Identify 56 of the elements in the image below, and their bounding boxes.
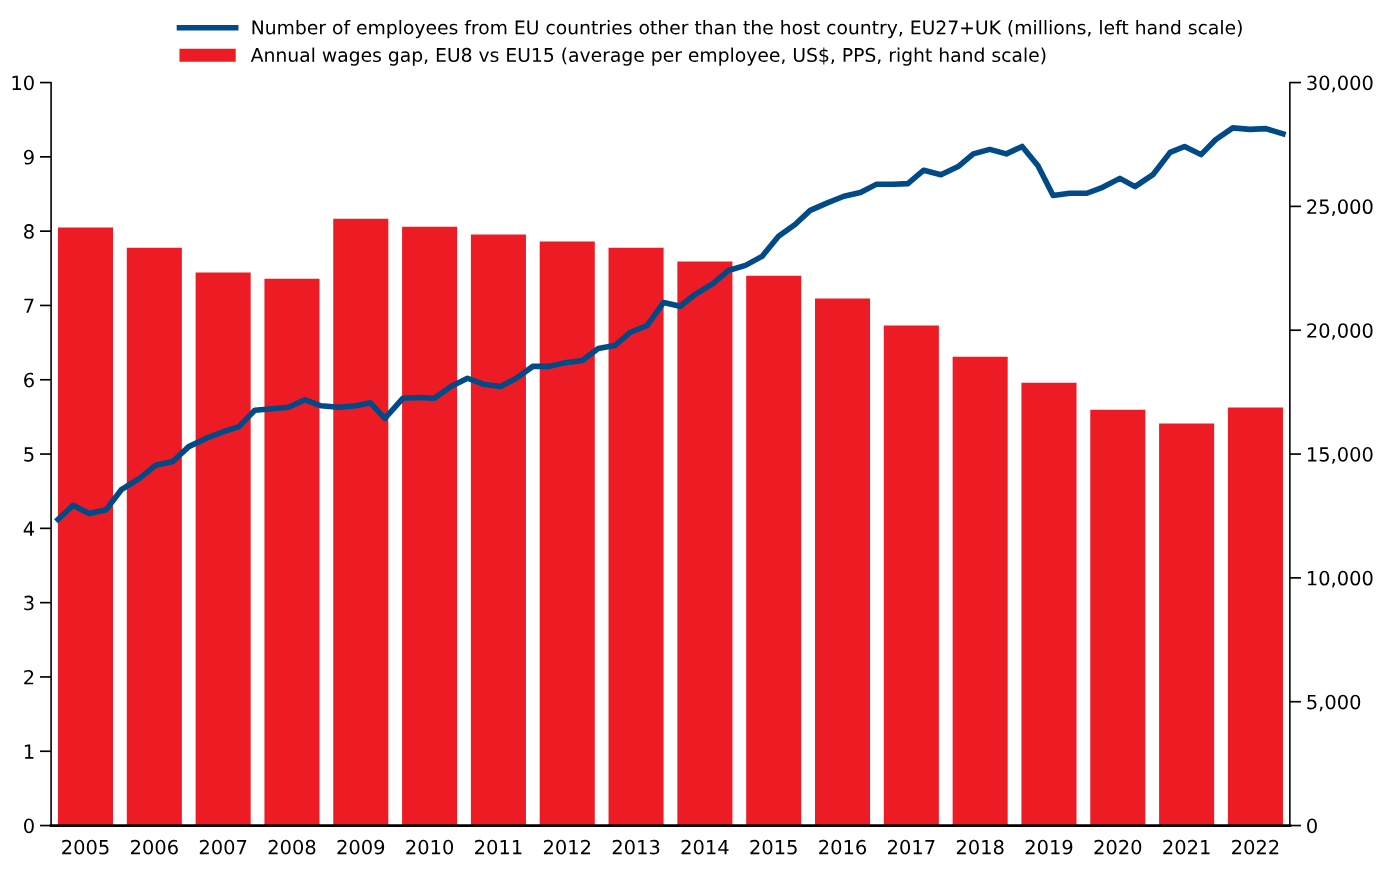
x-tick-label: 2015 (750, 839, 797, 855)
y-tick-label: 9 (23, 149, 34, 165)
y2-tick-label: 20,000 (1307, 323, 1373, 340)
y2-tick-label: 5,000 (1307, 694, 1361, 712)
x-tick-label: 2012 (543, 839, 591, 855)
bar (1227, 407, 1283, 826)
bar (264, 278, 320, 826)
x-tick-label: 2019 (1025, 839, 1073, 855)
y-tick-label: 0 (24, 818, 34, 834)
x-tick-label: 2017 (888, 839, 935, 855)
bar (195, 272, 251, 826)
bar (1021, 382, 1077, 826)
bar (470, 234, 526, 826)
y2-tick-label: 25,000 (1307, 199, 1373, 217)
bar (57, 227, 114, 826)
x-tick-label: 2021 (1163, 839, 1210, 855)
bar (677, 261, 733, 826)
bar (608, 247, 664, 826)
x-tick-label: 2011 (475, 839, 522, 855)
x-tick-label: 2020 (1094, 839, 1142, 855)
x-tick-label: 2016 (819, 839, 867, 855)
y2-tick-label: 30,000 (1307, 75, 1373, 93)
bar (539, 241, 595, 826)
x-tick-label: 2008 (268, 839, 316, 855)
y2-tick-label: 0 (1307, 818, 1317, 834)
x-tick-label: 2022 (1232, 839, 1279, 855)
y-tick-label: 2 (24, 669, 34, 685)
y-tick-label: 5 (24, 447, 34, 462)
y-tick-label: 10 (12, 75, 34, 91)
bar (815, 298, 871, 826)
x-tick-label: 2007 (199, 839, 247, 855)
bar (1159, 423, 1215, 826)
y-tick-label: 7 (24, 298, 34, 313)
bar (883, 325, 939, 826)
y-tick-label: 3 (24, 595, 34, 611)
x-tick-label: 2010 (406, 839, 454, 855)
bar (126, 247, 182, 826)
y-tick-label: 8 (24, 224, 34, 239)
x-tick-label: 2009 (337, 839, 385, 855)
bar (952, 356, 1008, 826)
y2-tick-label: 10,000 (1307, 570, 1373, 588)
y-tick-label: 4 (23, 521, 35, 536)
bar (333, 218, 389, 826)
y2-tick-label: 15,000 (1307, 447, 1373, 464)
x-tick-label: 2018 (956, 839, 1004, 855)
x-tick-label: 2014 (681, 839, 729, 855)
bar (1090, 409, 1146, 826)
legend-label: Annual wages gap, EU8 vs EU15 (average per employee, US$, PPS, right hand scale) (250, 47, 1046, 66)
y-tick-label: 1 (24, 744, 34, 759)
bar (402, 226, 458, 826)
x-tick-label: 2006 (131, 839, 178, 855)
bar (746, 275, 802, 826)
y-tick-label: 6 (24, 372, 34, 388)
x-tick-label: 2005 (62, 839, 109, 855)
legend-label: Number of employees from EU countries other than the host country, EU27+UK (millions, left hand scale) (252, 20, 1242, 39)
x-tick-label: 2013 (612, 839, 660, 855)
